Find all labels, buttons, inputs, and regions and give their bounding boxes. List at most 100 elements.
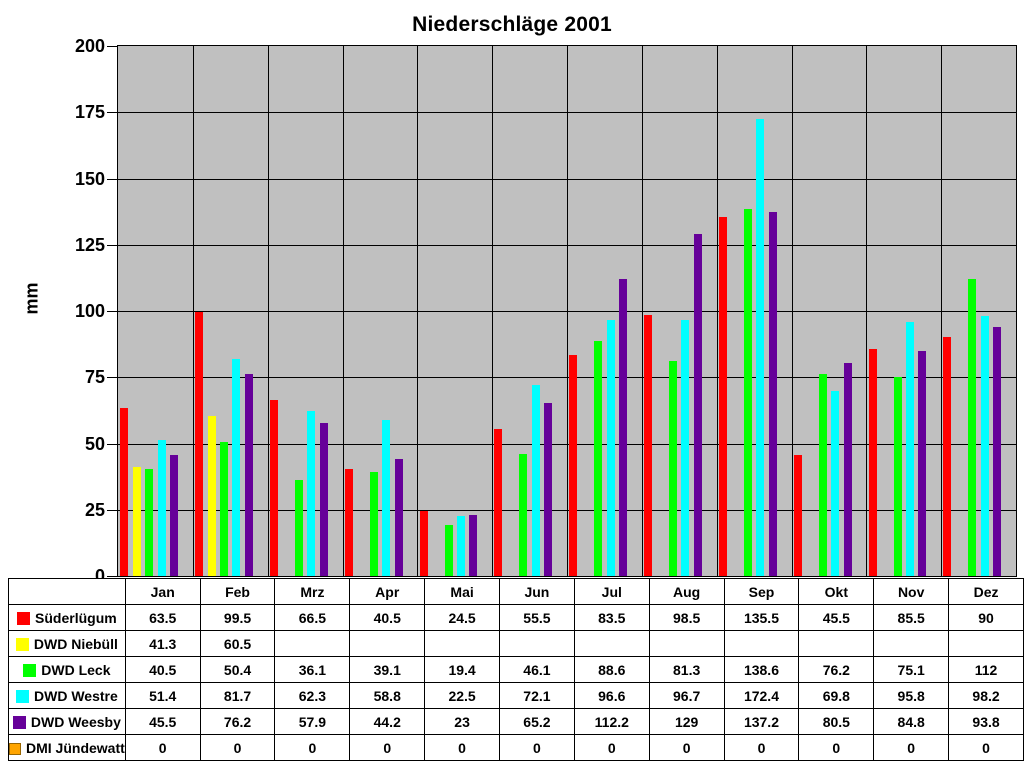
value-cell: 24.5	[424, 604, 500, 631]
bar-DWD Weesby-Feb	[244, 374, 253, 576]
value-cell: 22.5	[424, 682, 500, 709]
value-cell: 129	[648, 708, 725, 735]
value-cell: 96.6	[573, 682, 650, 709]
bar-DWD Westre-Jun	[531, 385, 540, 576]
bar-Süderlügum-Nov	[868, 349, 877, 576]
bar-DWD Weesby-Sep	[768, 212, 777, 576]
bar-DWD Leck-Aug	[669, 361, 677, 576]
value-cell: 138.6	[723, 656, 800, 683]
bar-DWD Leck-Okt	[818, 374, 827, 576]
bar-DWD Westre-Dez	[980, 316, 989, 576]
value-cell: 46.1	[499, 656, 575, 683]
chart-title: Niederschläge 2001	[412, 13, 612, 36]
legend-label: DWD Westre	[34, 687, 118, 704]
plot-area	[117, 45, 1017, 577]
legend-swatch-icon	[16, 689, 29, 703]
value-cell: 45.5	[798, 604, 875, 631]
y-tick-mark	[107, 509, 117, 511]
bar-DWD Niebüll-Feb	[207, 416, 216, 576]
value-cell: 0	[948, 734, 1024, 761]
value-cell: 57.9	[274, 708, 351, 735]
table-row: Süderlügum 63.5 99.5 66.5 40.5 24.5 55.5 83.5 98…	[8, 604, 1024, 631]
value-cell: 81.3	[648, 656, 725, 683]
value-cell	[648, 630, 725, 657]
bar-DWD Westre-Aug	[681, 320, 690, 576]
value-cell: 58.8	[349, 682, 426, 709]
legend-cell: DWD Leck	[8, 656, 126, 683]
value-cell: 172.4	[723, 682, 800, 709]
value-cell: 19.4	[424, 656, 500, 683]
value-cell	[873, 630, 950, 657]
value-cell: 0	[499, 734, 575, 761]
bar-DWD Leck-Sep	[743, 209, 752, 576]
value-cell: 90	[948, 604, 1024, 631]
legend-swatch-icon	[9, 742, 21, 755]
value-cell: 81.7	[199, 682, 276, 709]
gridline-vertical	[941, 46, 943, 576]
value-cell: 112.2	[573, 708, 650, 735]
bar-Süderlügum-Apr	[344, 469, 353, 576]
bar-Süderlügum-Sep	[718, 217, 727, 576]
bar-DWD Niebüll-Jan	[132, 467, 141, 576]
value-cell: 40.5	[124, 656, 201, 683]
bar-DWD Leck-Jul	[594, 341, 603, 576]
y-tick-mark	[107, 112, 117, 114]
bar-Süderlügum-Okt	[793, 455, 802, 576]
value-cell: 0	[573, 734, 650, 761]
value-cell: 93.8	[948, 708, 1024, 735]
value-cell: 51.4	[124, 682, 201, 709]
value-cell: 36.1	[274, 656, 351, 683]
table-row: DWD Leck 40.5 50.4 36.1 39.1 19.4 46.1 88.6 81.3…	[8, 656, 1024, 683]
value-cell: 95.8	[873, 682, 950, 709]
month-header-cell: Mrz	[274, 578, 351, 605]
y-tick-label: 50	[84, 433, 105, 454]
value-cell: 39.1	[349, 656, 426, 683]
value-cell: 44.2	[349, 708, 426, 735]
value-cell: 76.2	[798, 656, 875, 683]
bar-DWD Weesby-Jul	[619, 279, 628, 576]
bar-DWD Leck-Jun	[519, 454, 528, 576]
value-cell: 65.2	[499, 708, 575, 735]
value-cell: 137.2	[723, 708, 800, 735]
gridline-vertical	[267, 46, 269, 576]
bar-DWD Weesby-Jan	[170, 455, 179, 576]
y-tick-mark	[107, 377, 117, 379]
value-cell	[499, 630, 575, 657]
month-header-row: Jan Feb Mrz Apr Mai Jun Jul Aug Sep Okt Nov Dez	[8, 578, 1024, 605]
value-cell	[424, 630, 500, 657]
table-row: DWD Westre 51.4 81.7 62.3 58.8 22.5 72.1 96.6 96…	[8, 682, 1024, 709]
value-cell: 0	[798, 734, 875, 761]
value-cell: 41.3	[124, 630, 201, 657]
value-cell: 0	[873, 734, 950, 761]
value-cell: 99.5	[199, 604, 276, 631]
month-header-cell: Okt	[798, 578, 875, 605]
value-cell: 23	[424, 708, 500, 735]
value-cell	[798, 630, 875, 657]
value-cell	[349, 630, 426, 657]
value-cell: 0	[424, 734, 500, 761]
bar-DWD Leck-Feb	[220, 442, 228, 576]
y-tick-mark	[107, 244, 117, 246]
gridline-vertical	[192, 46, 194, 576]
table-row: DWD Weesby 45.5 76.2 57.9 44.2 23 65.2 112.2 129…	[8, 708, 1024, 735]
gridline-vertical	[492, 46, 494, 576]
bar-DWD Weesby-Mrz	[319, 423, 328, 576]
y-tick-mark	[107, 178, 117, 180]
bar-DWD Westre-Jan	[157, 440, 166, 576]
bar-DWD Westre-Nov	[905, 322, 914, 576]
value-cell: 96.7	[648, 682, 725, 709]
bar-DWD Weesby-Aug	[693, 234, 702, 576]
bar-DWD Westre-Sep	[756, 119, 765, 576]
value-cell: 112	[948, 656, 1024, 683]
value-cell: 83.5	[573, 604, 650, 631]
value-cell: 85.5	[873, 604, 950, 631]
y-tick-label: 125	[74, 234, 105, 255]
value-cell	[274, 630, 351, 657]
legend-swatch-icon	[23, 663, 37, 677]
bar-DWD Leck-Mai	[444, 525, 453, 576]
value-cell: 135.5	[723, 604, 800, 631]
bar-DWD Westre-Okt	[831, 391, 840, 576]
y-tick-label: 200	[74, 36, 105, 56]
bar-DWD Weesby-Dez	[993, 327, 1002, 576]
value-cell: 0	[199, 734, 276, 761]
